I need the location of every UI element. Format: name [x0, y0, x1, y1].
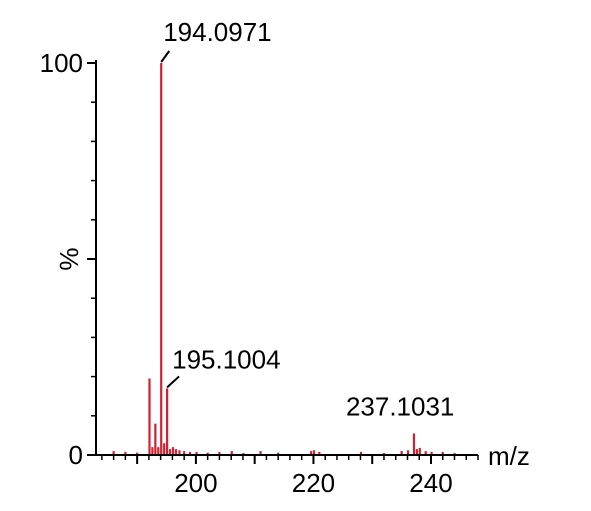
- y-tick-label: 0: [69, 440, 83, 470]
- peak-annotation: 195.1004: [172, 344, 280, 374]
- peak-annotation: 237.1031: [346, 391, 454, 421]
- peak-annotation: 194.0971: [163, 17, 271, 47]
- axes-layer: [95, 60, 478, 456]
- annotation-leader: [166, 375, 180, 389]
- x-tick-label: 220: [292, 468, 335, 498]
- annotation-leader: [160, 50, 171, 63]
- annotations-layer: 194.0971 195.1004 237.1031: [160, 17, 454, 421]
- x-tick-label: 240: [409, 468, 452, 498]
- peaks-layer: [112, 63, 456, 455]
- y-axis-label: %: [54, 247, 84, 270]
- labels-layer: % m/z: [54, 247, 530, 471]
- x-tick-label: 200: [174, 468, 217, 498]
- x-axis-label: m/z: [488, 441, 530, 471]
- y-tick-label: 100: [40, 48, 83, 78]
- ticks-layer: 0 100 200 220 240: [40, 48, 479, 498]
